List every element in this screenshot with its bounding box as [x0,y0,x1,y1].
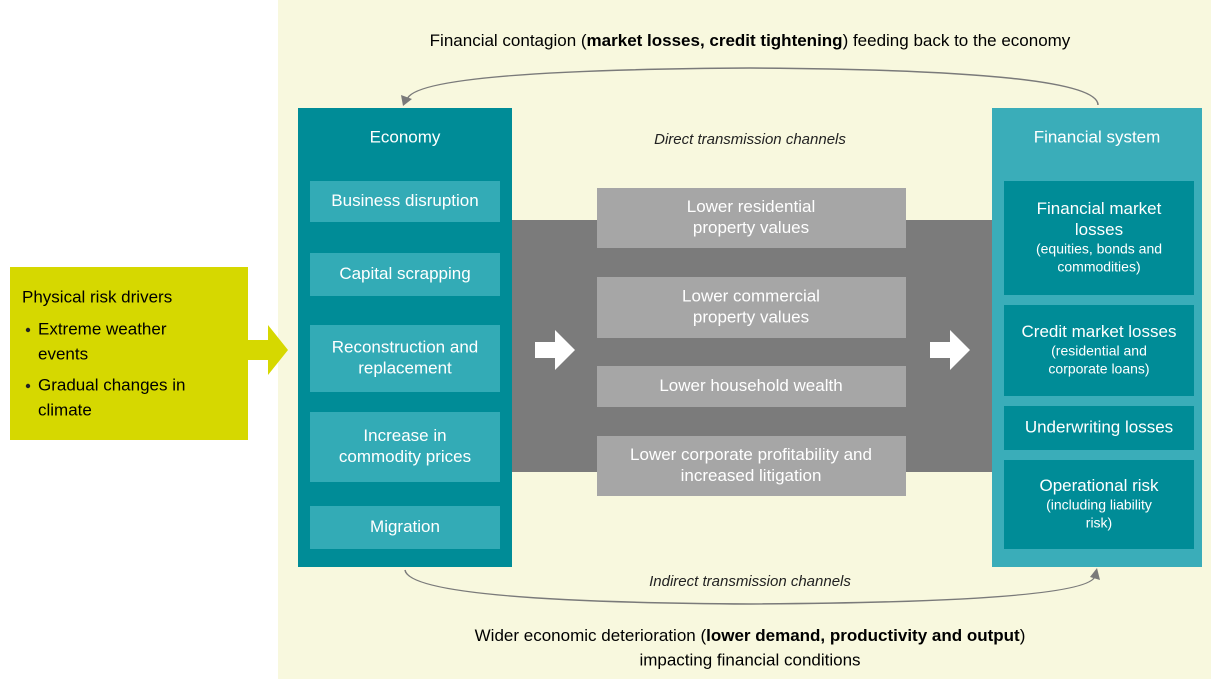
channel-label: property values [693,307,809,326]
channel-label: property values [693,218,809,237]
driver-item: Extreme weather [38,319,167,338]
financial-item: Underwriting losses [1025,417,1173,436]
channel-box [597,188,906,248]
financial-item: Operational risk [1039,476,1159,495]
financial-item-box [1004,460,1194,549]
arrow [535,330,575,370]
drivers-box [10,267,248,440]
bottom-caption: impacting financial conditions [639,650,860,669]
economy-item: replacement [358,358,452,377]
driver-item: events [38,344,88,363]
drivers-arrow [248,325,288,375]
economy-item-box [310,506,500,549]
financial-item: (residential and [1051,343,1147,359]
driver-item: climate [38,400,92,419]
financial-item: losses [1075,220,1123,239]
channel-label: increased litigation [681,466,822,485]
channel-box [597,366,906,407]
economy-item-box [310,253,500,296]
financial-item: Financial market [1037,199,1162,218]
feedback-arrow [406,67,1099,106]
economy-item: Migration [370,517,440,536]
indirect-arrow [404,569,1096,605]
bullet [25,383,31,389]
economy-item: Business disruption [331,191,478,210]
economy-item-box [310,412,500,482]
channel-box [597,436,906,496]
financial-title: Financial system [1034,127,1161,146]
arrow [930,330,970,370]
financial-item-box [1004,305,1194,396]
financial-item: corporate loans) [1048,361,1149,377]
economy-item: Increase in [363,426,446,445]
financial-item: (equities, bonds and [1036,241,1162,257]
indirect-label: Indirect transmission channels [649,573,851,590]
arrowhead [1090,568,1100,580]
economy-item-box [310,325,500,392]
financial-item-box [1004,181,1194,295]
financial-item: risk) [1086,515,1112,531]
economy-item-box [310,181,500,222]
economy-title: Economy [370,127,441,146]
driver-item: Gradual changes in [38,375,185,394]
direct-label: Direct transmission channels [654,131,846,148]
channel-label: Lower household wealth [659,376,842,395]
channel-label: Lower corporate profitability and [630,445,872,464]
bottom-caption: Wider economic deterioration (lower dema… [475,626,1026,645]
top-caption: Financial contagion (market losses, cred… [430,31,1071,50]
channel-label: Lower commercial [682,286,820,305]
economy-item: commodity prices [339,447,471,466]
financial-item: (including liability [1046,497,1152,513]
channel-label: Lower residential [687,197,816,216]
arrowhead [401,95,412,106]
transmission-band [512,220,992,472]
financial-item-box [1004,406,1194,450]
financial-item: Credit market losses [1022,322,1177,341]
financial-item: commodities) [1057,259,1140,275]
bullet [25,327,31,333]
economy-item: Reconstruction and [332,337,478,356]
drivers-title: Physical risk drivers [22,287,172,306]
economy-item: Capital scrapping [339,264,470,283]
channel-box [597,277,906,338]
